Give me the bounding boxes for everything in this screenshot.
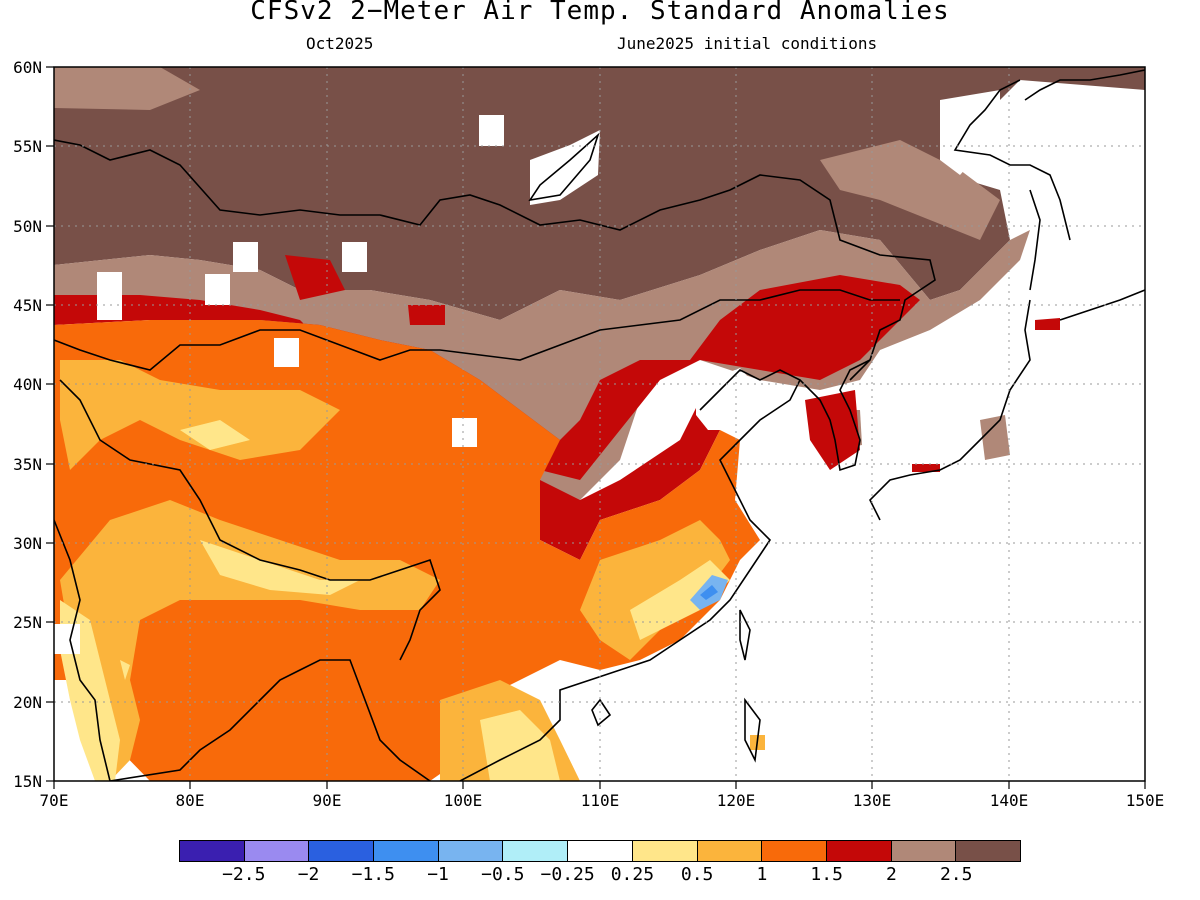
colorbar-swatch — [956, 841, 1020, 861]
x-tick-label: 150E — [1126, 791, 1165, 810]
x-tick-label: 130E — [853, 791, 892, 810]
map-title: CFSv2 2−Meter Air Temp. Standard Anomali… — [250, 0, 950, 26]
anomaly-region — [700, 585, 718, 600]
anomaly-region — [200, 540, 360, 595]
anomaly-region — [912, 464, 940, 472]
anomaly-region — [408, 305, 445, 325]
x-tick-label: 110E — [581, 791, 620, 810]
anomaly-region — [820, 140, 1000, 240]
anomaly-region — [60, 500, 440, 781]
x-tick-label: 140E — [990, 791, 1029, 810]
anomaly-region — [540, 400, 720, 560]
colorbar-swatch — [438, 841, 504, 861]
colorbar-swatch — [309, 841, 375, 861]
y-tick-label: 55N — [13, 137, 42, 156]
masked-cell — [233, 242, 258, 272]
y-tick-label: 30N — [13, 534, 42, 553]
initial-conditions: June2025 initial conditions — [617, 34, 878, 53]
colorbar-label: 0.5 — [680, 864, 714, 885]
colorbar-swatch — [891, 841, 957, 861]
x-tick-label: 120E — [717, 791, 756, 810]
colorbar-swatch — [826, 841, 892, 861]
forecast-month: Oct2025 — [306, 34, 374, 53]
masked-cell — [342, 242, 367, 272]
colorbar-label: 0.25 — [610, 864, 655, 885]
tick-marks — [46, 66, 1146, 789]
colorbar-swatch — [503, 841, 569, 861]
x-tick-label: 70E — [40, 791, 69, 810]
colorbar-label: −1 — [427, 864, 449, 885]
coastlines — [54, 69, 1145, 781]
colorbar-label: 1.5 — [810, 864, 843, 885]
colorbar-label: 1 — [756, 864, 768, 885]
colorbar-label: −2 — [297, 864, 320, 885]
colorbar-swatch — [632, 841, 698, 861]
y-tick-label: 45N — [13, 296, 42, 315]
y-tick-label: 40N — [13, 375, 42, 394]
colorbar-label: −0.25 — [540, 864, 595, 885]
anomaly-region — [580, 520, 730, 660]
y-tick-label: 60N — [13, 58, 42, 77]
y-tick-label: 25N — [13, 613, 42, 632]
colorbar-swatch — [374, 841, 439, 861]
anomaly-region — [980, 415, 1010, 460]
masked-cell — [479, 115, 504, 146]
colorbar-swatch — [762, 841, 827, 861]
colorbar-label: −0.5 — [481, 864, 525, 885]
masked-cell — [274, 338, 299, 367]
anomaly-region — [120, 660, 130, 680]
masked-cell — [97, 272, 122, 320]
colorbar — [179, 840, 1021, 862]
colorbar-swatch — [697, 841, 763, 861]
masked-cell — [452, 418, 477, 447]
colorbar-label: −1.5 — [351, 864, 395, 885]
anomaly-region — [180, 420, 250, 450]
masked-cell — [54, 624, 80, 654]
colorbar-swatch — [180, 841, 245, 861]
anomaly-region — [630, 560, 730, 640]
anomaly-region — [285, 255, 345, 300]
x-tick-label: 100E — [444, 791, 483, 810]
y-axis-labels: 15N 20N 25N 30N 35N 40N 45N 50N 55N 60N — [13, 58, 42, 791]
y-tick-label: 50N — [13, 217, 42, 236]
colorbar-swatch — [244, 841, 310, 861]
y-tick-label: 35N — [13, 455, 42, 474]
colorbar-swatch — [568, 841, 633, 861]
anomaly-region — [60, 360, 340, 470]
colorbar-label: −2.5 — [222, 864, 266, 885]
y-tick-label: 15N — [13, 772, 42, 791]
x-tick-label: 90E — [313, 791, 342, 810]
colorbar-label: 2 — [886, 864, 897, 885]
x-axis-labels: 70E 80E 90E 100E 110E 120E 130E 140E 150… — [40, 791, 1165, 810]
anomaly-region — [54, 275, 920, 480]
anomaly-region — [1035, 318, 1060, 330]
gridlines — [54, 67, 1145, 781]
colorbar-label: 2.5 — [939, 864, 973, 885]
y-tick-label: 20N — [13, 693, 42, 712]
x-tick-label: 80E — [176, 791, 205, 810]
anomaly-region — [480, 710, 560, 781]
masked-cell — [205, 274, 230, 305]
anomaly-region — [54, 67, 200, 110]
masked-cell — [940, 90, 1000, 175]
